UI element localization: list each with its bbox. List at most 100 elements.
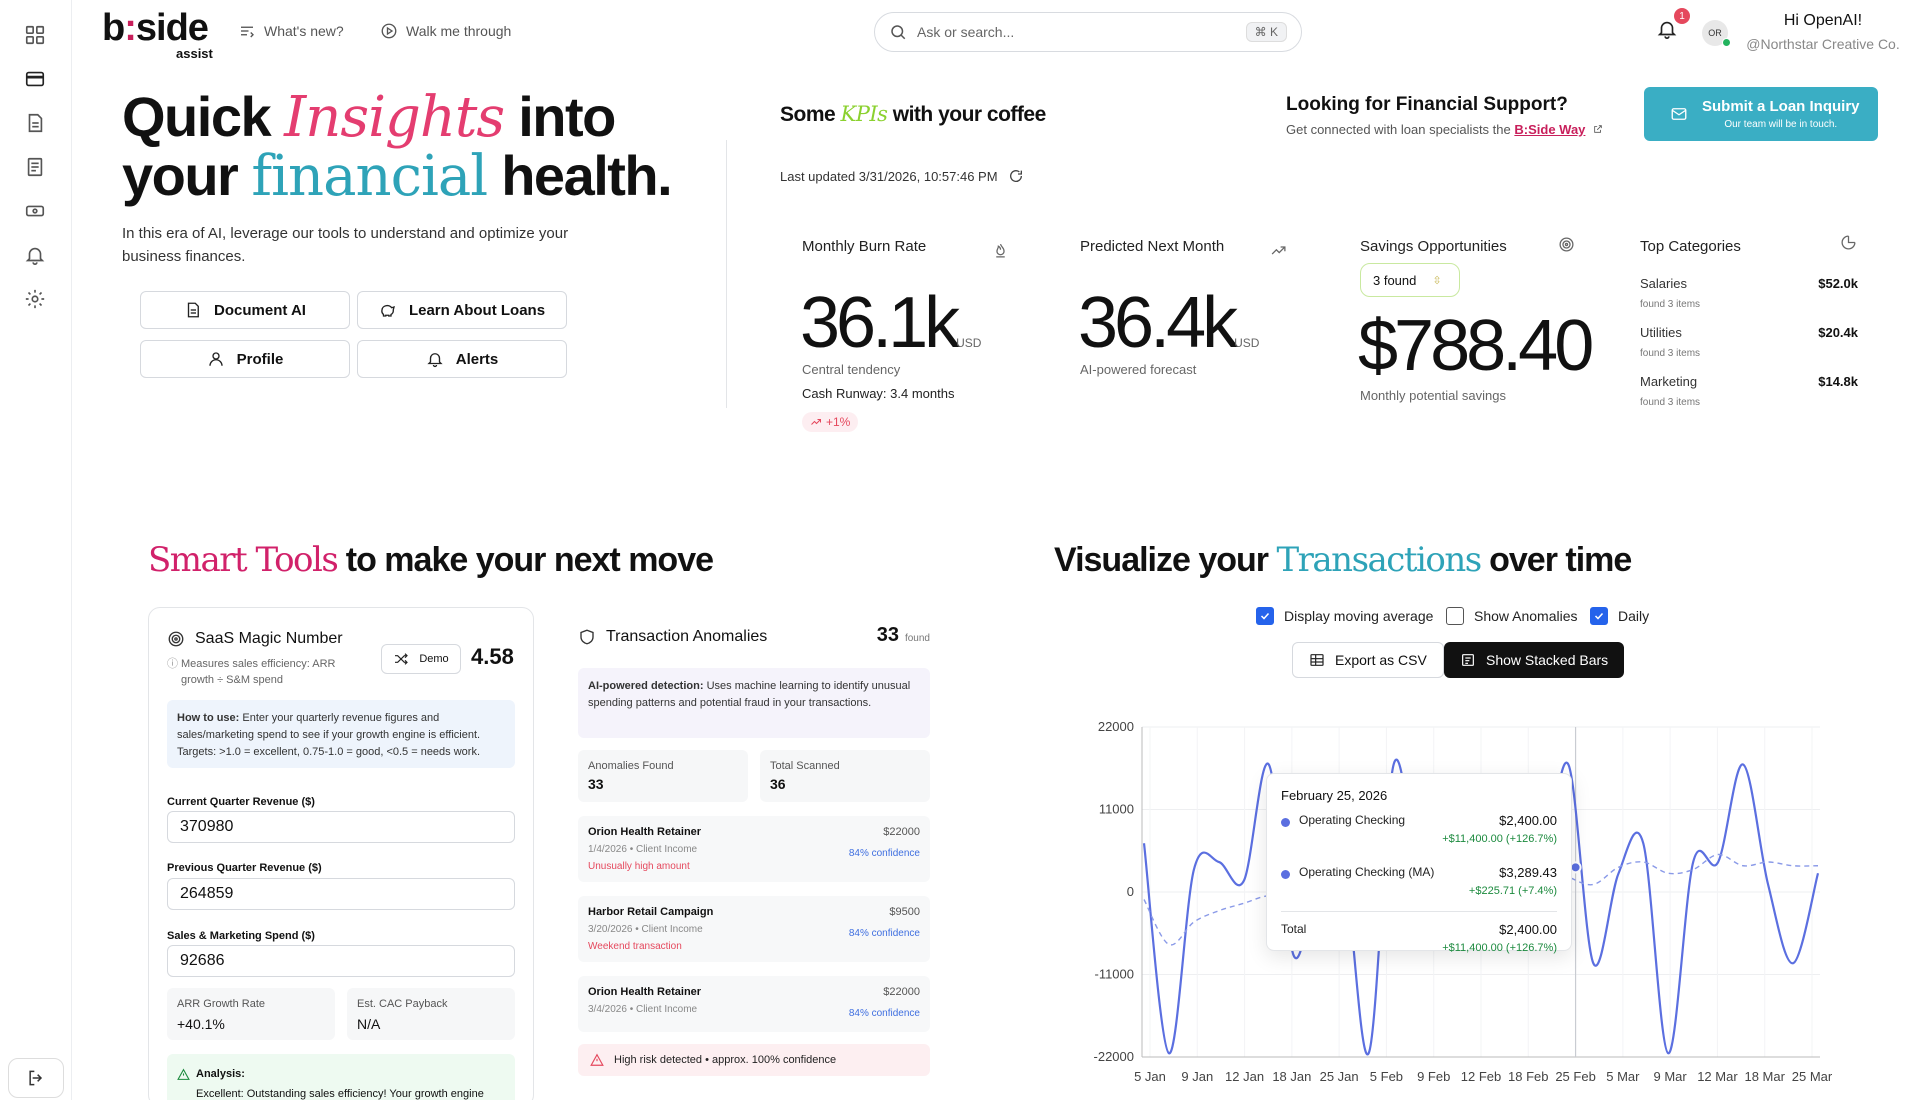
saas-description: ⓘ Measures sales efficiency: ARR growth …: [167, 658, 336, 686]
analysis-box: Analysis: Excellent: Outstanding sales e…: [167, 1054, 515, 1100]
current-revenue-label: Current Quarter Revenue ($): [167, 796, 315, 808]
checkbox-unchecked[interactable]: [1446, 607, 1464, 625]
target-icon: [1558, 236, 1575, 258]
sm-spend-input[interactable]: [167, 945, 515, 977]
external-link-icon: [1594, 125, 1602, 133]
logo[interactable]: b:side assist: [102, 7, 213, 61]
saas-score: 4.58: [471, 644, 514, 669]
user-greeting[interactable]: Hi OpenAI! @Northstar Creative Co.: [1744, 12, 1902, 52]
predicted-label: Predicted Next Month: [1080, 238, 1225, 255]
x-tick-label: 18 Mar: [1744, 1069, 1785, 1084]
search-bar[interactable]: ⌘ K: [874, 12, 1302, 52]
x-tick-label: 18 Feb: [1508, 1069, 1548, 1084]
cash-runway: Cash Runway: 3.4 months: [802, 386, 955, 401]
logout-button[interactable]: [8, 1058, 64, 1098]
bell-icon[interactable]: [22, 242, 48, 268]
loan-subtitle: Get connected with loan specialists the …: [1286, 122, 1603, 137]
show-stacked-bars-button[interactable]: Show Stacked Bars: [1444, 642, 1625, 678]
checkbox-checked[interactable]: [1256, 607, 1274, 625]
chevron-updown-icon: ⇳: [1432, 274, 1442, 287]
logo-subtitle: assist: [176, 46, 213, 61]
shuffle-icon: [395, 653, 409, 665]
bar-chart-icon: [1462, 654, 1474, 666]
search-icon: [891, 25, 906, 40]
table-icon: [1310, 654, 1324, 666]
previous-revenue-input[interactable]: [167, 878, 515, 910]
document-ai-button[interactable]: Document AI: [140, 291, 350, 329]
logout-icon: [29, 1070, 43, 1086]
hero-title: Quick Insights into your financial healt…: [122, 85, 673, 209]
search-input[interactable]: [917, 24, 1246, 40]
gear-icon[interactable]: [22, 286, 48, 312]
top-categories-label: Top Categories: [1640, 238, 1741, 255]
bside-way-link[interactable]: B:Side Way: [1514, 122, 1586, 137]
sidebar: [0, 0, 72, 1100]
submit-loan-inquiry-button[interactable]: Submit a Loan Inquiry Our team will be i…: [1644, 87, 1878, 141]
anomaly-row[interactable]: Orion Health Retainer $22000 1/4/2026 • …: [578, 816, 930, 882]
online-status-dot: [1722, 38, 1731, 47]
bell-icon: [1657, 21, 1677, 39]
smart-tools-title: Smart Tools to make your next move: [148, 540, 714, 580]
checkbox-checked[interactable]: [1590, 607, 1608, 625]
show-anomalies-checkbox[interactable]: Show Anomalies: [1446, 607, 1578, 625]
dashboard-icon[interactable]: [22, 22, 48, 48]
visualize-title: Visualize your Transactions over time: [1054, 540, 1632, 580]
last-updated: Last updated 3/31/2026, 10:57:46 PM: [780, 168, 1024, 184]
alert-triangle-icon: [590, 1053, 604, 1066]
arr-growth-stat: ARR Growth Rate +40.1%: [167, 988, 335, 1040]
cac-payback-stat: Est. CAC Payback N/A: [347, 988, 515, 1040]
profile-button[interactable]: Profile: [140, 340, 350, 378]
moving-average-checkbox[interactable]: Display moving average: [1256, 607, 1433, 625]
alerts-button[interactable]: Alerts: [357, 340, 567, 378]
burn-rate-value: 36.1kUSD: [800, 283, 982, 363]
avatar[interactable]: OR: [1702, 20, 1728, 46]
burn-rate-change: +1%: [802, 412, 859, 432]
list-icon: [241, 26, 254, 38]
x-tick-label: 9 Mar: [1654, 1069, 1688, 1084]
x-tick-label: 5 Jan: [1134, 1069, 1166, 1084]
user-icon: [208, 352, 223, 366]
anomalies-count: 33 found: [876, 624, 930, 646]
y-tick-label: 22000: [1098, 719, 1134, 734]
report-icon[interactable]: [22, 154, 48, 180]
document-icon: [187, 302, 199, 318]
burn-rate-label: Monthly Burn Rate: [802, 238, 927, 255]
hover-point: [1569, 861, 1582, 874]
how-to-use: How to use: Enter your quarterly revenue…: [167, 700, 515, 768]
target-icon: [168, 631, 184, 647]
trend-up-icon: [811, 419, 821, 425]
chart-tooltip: February 25, 2026 Operating Checking $2,…: [1266, 773, 1572, 954]
demo-button[interactable]: Demo: [381, 644, 461, 674]
predicted-note: AI-powered forecast: [1080, 362, 1197, 377]
anomaly-row[interactable]: Orion Health Retainer $22000 3/4/2026 • …: [578, 976, 930, 1032]
alert-triangle-icon: [177, 1068, 190, 1080]
series-dot: [1281, 818, 1290, 827]
divider: [726, 140, 727, 408]
card-icon[interactable]: [22, 66, 48, 92]
search-shortcut: ⌘ K: [1245, 22, 1287, 42]
money-icon[interactable]: [22, 198, 48, 224]
current-revenue-input[interactable]: [167, 811, 515, 843]
mail-icon: [1671, 108, 1687, 120]
anomaly-row[interactable]: Harbor Retail Campaign $9500 3/20/2026 •…: [578, 896, 930, 962]
x-tick-label: 12 Jan: [1225, 1069, 1264, 1084]
daily-checkbox[interactable]: Daily: [1590, 607, 1649, 625]
savings-note: Monthly potential savings: [1360, 388, 1506, 403]
refresh-icon[interactable]: [1008, 168, 1024, 184]
walk-me-through-link[interactable]: Walk me through: [380, 22, 511, 40]
notifications-button[interactable]: [1656, 18, 1678, 45]
document-icon[interactable]: [22, 110, 48, 136]
transaction-anomalies-card: Transaction Anomalies 33 found AI-powered…: [578, 624, 930, 1076]
x-tick-label: 25 Mar: [1792, 1069, 1833, 1084]
saas-card-header: SaaS Magic Number: [167, 630, 343, 648]
info-icon: ⓘ: [167, 658, 178, 670]
whats-new-link[interactable]: What's new?: [238, 22, 344, 40]
anomalies-header: Transaction Anomalies: [578, 628, 930, 646]
tooltip-row: Operating Checking (MA) $3,289.43 +$225.…: [1281, 865, 1557, 907]
learn-about-loans-button[interactable]: Learn About Loans: [357, 291, 567, 329]
savings-found-select[interactable]: 3 found ⇳: [1360, 263, 1460, 297]
x-tick-label: 12 Mar: [1697, 1069, 1738, 1084]
export-csv-button[interactable]: Export as CSV: [1292, 642, 1444, 678]
y-tick-label: 11000: [1099, 802, 1134, 817]
